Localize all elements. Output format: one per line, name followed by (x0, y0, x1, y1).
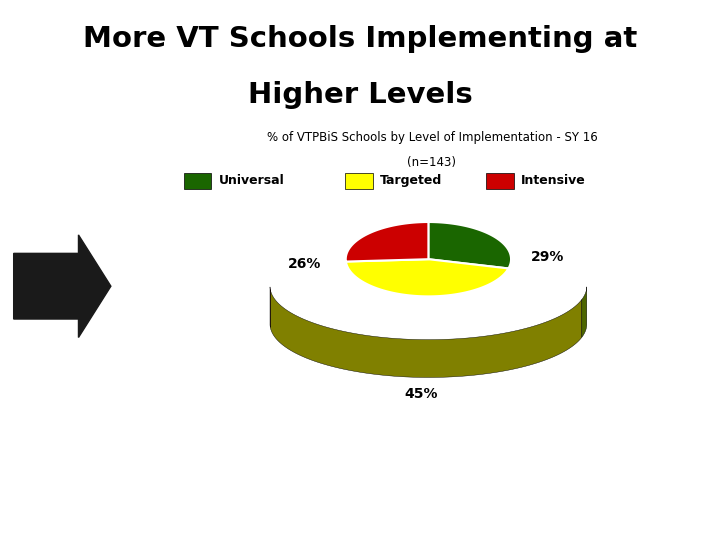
FancyBboxPatch shape (184, 173, 212, 189)
FancyBboxPatch shape (345, 173, 373, 189)
Text: Higher Levels: Higher Levels (248, 81, 472, 109)
Polygon shape (428, 222, 511, 268)
FancyBboxPatch shape (486, 173, 514, 189)
Polygon shape (346, 222, 428, 261)
Polygon shape (582, 287, 587, 338)
Text: 26%: 26% (288, 256, 322, 271)
Text: More VT Schools Implementing at: More VT Schools Implementing at (83, 25, 637, 53)
Text: % of VTPBiS Schools by Level of Implementation - SY 16: % of VTPBiS Schools by Level of Implemen… (266, 131, 598, 144)
Text: 29%: 29% (531, 250, 564, 264)
Text: 45%: 45% (405, 387, 438, 401)
Polygon shape (270, 289, 582, 377)
Text: Universal: Universal (219, 174, 284, 187)
FancyArrow shape (14, 235, 111, 338)
Text: Intensive: Intensive (521, 174, 586, 187)
Text: (n=143): (n=143) (408, 156, 456, 170)
Text: Targeted: Targeted (380, 174, 442, 187)
Polygon shape (346, 259, 508, 296)
